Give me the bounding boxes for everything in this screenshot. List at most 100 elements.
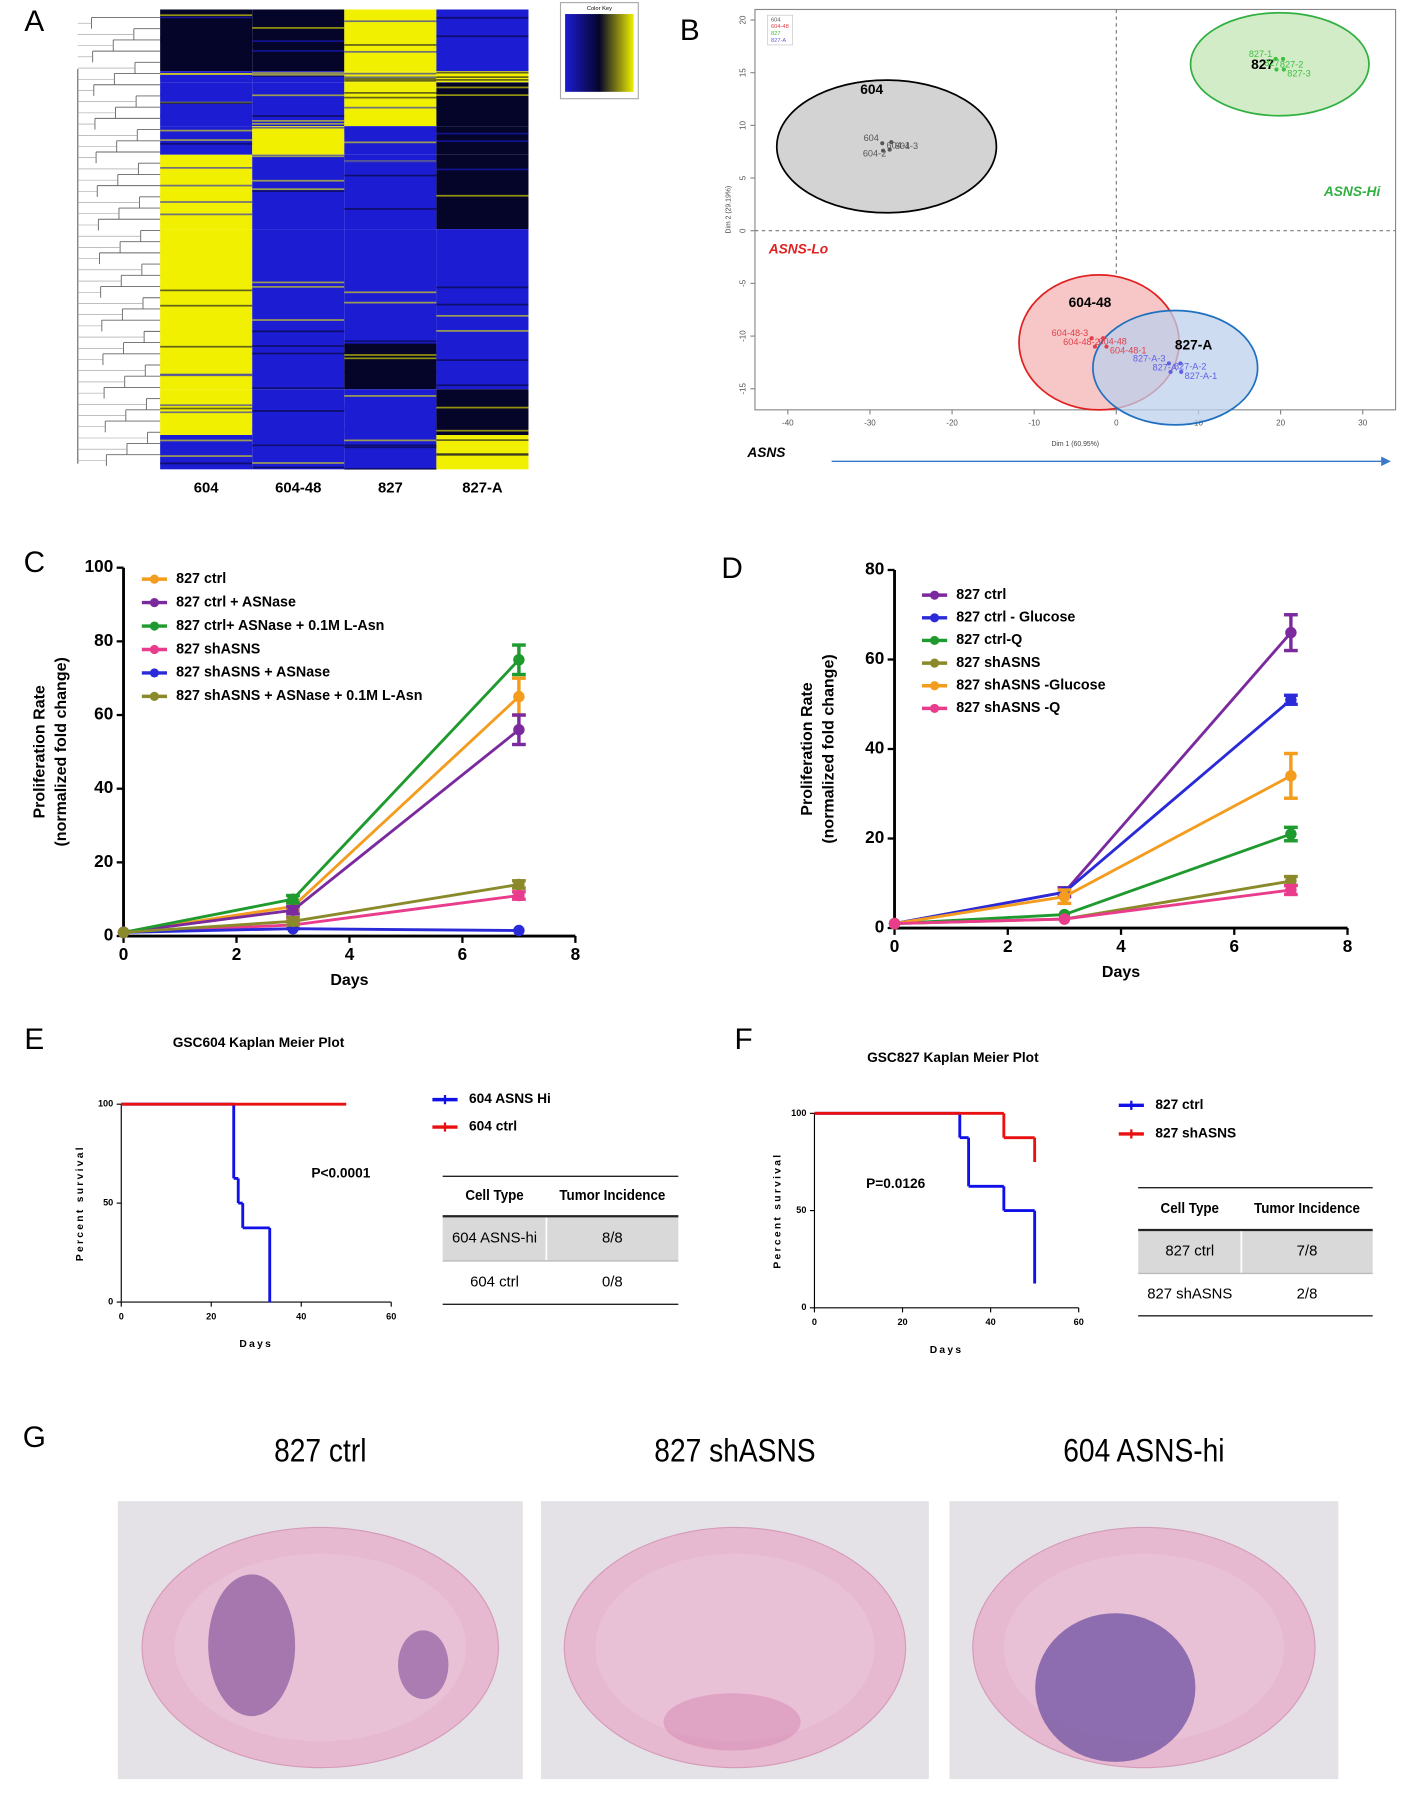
panel-letter: D	[721, 552, 742, 585]
brain-section	[595, 1553, 875, 1742]
marker	[1285, 694, 1297, 706]
legend-marker	[929, 703, 940, 713]
x-tick-label: 6	[1229, 936, 1239, 956]
point	[1104, 344, 1109, 349]
heatmap-stripe	[252, 462, 345, 464]
heatmap-stripe	[436, 439, 529, 441]
legend-label: 827 ctrl + ASNase	[176, 594, 296, 610]
heatmap-cell	[436, 229, 529, 344]
x-tick-label: 2	[232, 944, 242, 964]
legend-label: 827 shASNS + ASNase + 0.1M L-Asn	[176, 688, 422, 704]
heatmap-stripe	[436, 94, 529, 96]
legend-label: 827 ctrl	[956, 587, 1006, 603]
heatmap-stripe	[344, 351, 437, 354]
heatmap-cell	[160, 229, 253, 344]
heatmap-stripe	[436, 381, 529, 384]
heatmap-stripe	[160, 39, 253, 42]
row-shade	[1138, 1230, 1373, 1274]
marker	[1285, 626, 1297, 639]
group-label: 827-A	[1175, 338, 1212, 353]
heatmap-stripe	[252, 115, 345, 117]
heatmap-stripe	[344, 301, 437, 304]
heatmap-stripe	[160, 72, 253, 75]
legend-marker	[929, 590, 940, 600]
series-line	[894, 888, 1292, 925]
heatmap-stripe	[436, 347, 529, 350]
y-axis-title: (normalized fold change)	[821, 654, 838, 843]
heatmap-cell	[436, 9, 529, 72]
heatmap-stripe	[160, 166, 253, 169]
marker	[1285, 770, 1297, 782]
heatmap-stripe	[252, 94, 345, 97]
table-header: Tumor Incidence	[1254, 1199, 1360, 1216]
heatmap-cell	[344, 389, 437, 436]
color-key-title: Color Key	[587, 6, 612, 12]
heatmap-stripe	[252, 407, 345, 409]
heatmap-stripe	[344, 92, 437, 94]
y-tick-label: 60	[94, 704, 113, 724]
heatmap-stripe	[344, 208, 437, 210]
heatmap-stripe	[344, 130, 437, 133]
heatmap-stripe	[252, 446, 345, 448]
heatmap-stripe	[344, 44, 437, 46]
y-tick-label: -10	[739, 330, 748, 342]
x-tick-label: 0	[812, 1317, 817, 1327]
heatmap-stripe	[344, 160, 437, 163]
point-label: 604-48-2	[1063, 337, 1100, 347]
y-tick-label: 10	[739, 120, 748, 129]
heatmap-stripe	[344, 72, 437, 75]
heatmap-cell	[344, 229, 437, 344]
heatmap-stripe	[344, 128, 437, 131]
heatmap-stripe	[344, 444, 437, 447]
heatmap-stripe	[160, 114, 253, 117]
heatmap-stripe	[160, 437, 253, 440]
y-axis-title: Dim 2 (29.19%)	[725, 186, 732, 234]
heatmap-stripe	[252, 430, 345, 433]
legend-label: 827 ctrl+ ASNase + 0.1M L-Asn	[176, 618, 384, 634]
p-value: P=0.0126	[866, 1176, 925, 1191]
chart-title: GSC827 Kaplan Meier Plot	[867, 1050, 1039, 1065]
legend-label: 604-48	[771, 24, 789, 30]
legend-label: 827 shASNS + ASNase	[176, 665, 330, 681]
panel-letter: G	[23, 1421, 46, 1454]
heatmap-stripe	[252, 345, 345, 347]
heatmap-stripe	[252, 190, 345, 193]
heatmap-stripe	[344, 439, 437, 442]
image-title: 827 ctrl	[274, 1434, 366, 1469]
legend-label: 604 ASNS Hi	[469, 1091, 551, 1106]
x-tick-label: 8	[1343, 936, 1353, 956]
point-label: 604-48-3	[1052, 328, 1089, 338]
heatmap-stripe	[252, 119, 345, 122]
heatmap-cell	[344, 9, 437, 72]
heatmap-cell	[252, 389, 345, 436]
heatmap-stripe	[436, 71, 529, 74]
heatmap-stripe	[344, 76, 437, 79]
point	[1281, 67, 1286, 72]
x-tick-label: 0	[119, 944, 129, 964]
point	[1274, 67, 1279, 72]
y-tick-label: 20	[94, 851, 113, 871]
panel-letter: C	[24, 546, 45, 579]
heatmap-stripe	[344, 468, 437, 470]
heatmap-stripe	[436, 303, 529, 306]
image-title: 604 ASNS-hi	[1063, 1434, 1224, 1469]
y-tick-label: -5	[739, 279, 748, 287]
heatmap-stripe	[344, 79, 437, 82]
legend-label: 827-A	[771, 38, 786, 44]
heatmap-stripe	[436, 140, 529, 142]
legend-marker	[149, 644, 160, 655]
point	[1092, 344, 1098, 349]
heatmap-stripe	[252, 145, 345, 147]
heatmap-stripe	[436, 330, 529, 332]
heatmap-stripe	[160, 14, 253, 17]
color-key	[565, 14, 634, 92]
y-tick-label: 60	[865, 648, 884, 668]
marker	[1058, 913, 1071, 925]
x-tick-label: 30	[1358, 419, 1367, 428]
heatmap-stripe	[252, 352, 345, 355]
heatmap-stripe	[344, 150, 437, 152]
heatmap-stripe	[344, 413, 437, 416]
heatmap-stripe	[252, 72, 345, 74]
heatmap-stripe	[436, 187, 529, 190]
heatmap-stripe	[160, 184, 253, 187]
